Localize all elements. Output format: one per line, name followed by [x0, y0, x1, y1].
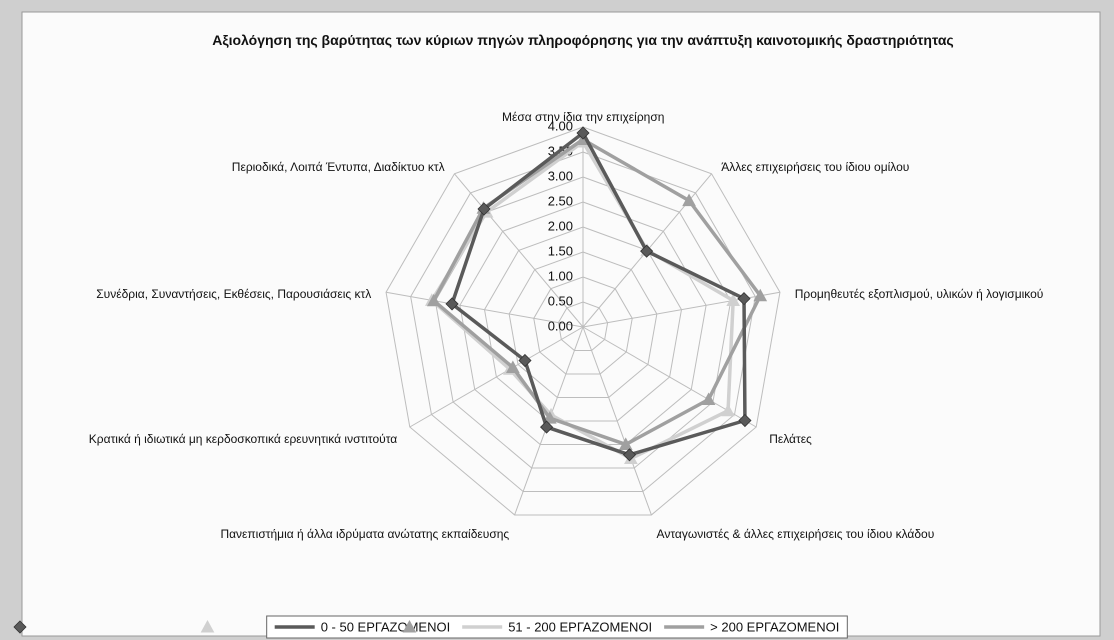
- marker: [542, 411, 557, 424]
- category-label: Κρατικά ή ιδιωτικά μη κερδοσκοπικά ερευν…: [88, 432, 398, 446]
- marker: [402, 619, 417, 633]
- y-tick-label: 1.00: [548, 268, 573, 283]
- grid-line: [557, 301, 609, 351]
- marker: [682, 193, 696, 207]
- marker: [701, 392, 716, 405]
- marker: [622, 448, 637, 462]
- series-line: [431, 137, 763, 447]
- category-label: Πελάτες: [769, 432, 812, 446]
- y-tick-label: 3.00: [548, 168, 573, 183]
- y-tick-label: 0.00: [548, 318, 573, 333]
- category-label: Άλλες επιχειρήσεις του ίδιου ομίλου: [721, 159, 910, 174]
- grid-line: [385, 126, 781, 516]
- grid-line: [508, 251, 658, 398]
- category-label: Πανεπιστήμια ή άλλα ιδρύματα ανώτατης εκ…: [220, 526, 510, 541]
- marker: [506, 360, 520, 373]
- category-label: Προμηθευτές εξοπλισμού, υλικών ή λογισμι…: [794, 287, 1044, 302]
- y-tick-label: 2.00: [548, 218, 573, 233]
- spoke: [409, 326, 584, 428]
- marker: [200, 619, 215, 633]
- marker: [753, 288, 768, 302]
- marker: [576, 126, 590, 140]
- marker: [13, 620, 27, 634]
- chart-area: [21, 11, 1101, 637]
- series-line: [449, 130, 747, 457]
- grid-line: [533, 276, 633, 375]
- marker: [640, 244, 654, 258]
- category-label: Συνέδρια, Συναντήσεις, Εκθέσεις, Παρουσι…: [96, 287, 372, 302]
- category-label: Περιοδικά, Λοιπά Έντυπα, Διαδίκτυο κτλ: [231, 159, 445, 174]
- chart-title: Αξιολόγηση της βαρύτητας των κύριων πηγώ…: [212, 32, 954, 48]
- marker: [518, 353, 532, 368]
- marker: [445, 297, 459, 311]
- spoke: [582, 326, 652, 516]
- y-tick-label: 4.00: [548, 118, 573, 133]
- y-tick-label: 0.50: [548, 293, 573, 308]
- category-label: Ανταγωνιστές & άλλες επιχειρήσεις του ίδ…: [656, 526, 935, 541]
- legend-label: 0 - 50 ΕΡΓΑΖΟΜΕΝΟΙ: [321, 619, 451, 634]
- grid-line: [483, 226, 683, 422]
- marker: [426, 293, 441, 307]
- marker: [738, 413, 752, 428]
- y-tick-label: 1.50: [548, 243, 573, 258]
- spoke: [454, 173, 584, 328]
- category-label: Μέσα στην ίδια την επιχείρηση: [502, 109, 665, 124]
- grid-line: [410, 151, 756, 492]
- y-tick-label: 2.50: [548, 193, 573, 208]
- spoke: [385, 291, 584, 328]
- marker: [540, 420, 554, 434]
- legend: 0 - 50 ΕΡΓΑΖΟΜΕΝΟΙ 51 - 200 ΕΡΓΑΖΟΜΕΝΟΙ > …: [266, 615, 848, 639]
- legend-label: > 200 ΕΡΓΑΖΟΜΕΝΟΙ: [710, 619, 839, 634]
- legend-label: 51 - 200 ΕΡΓΑΖΟΜΕΝΟΙ: [508, 619, 652, 634]
- marker: [477, 202, 491, 216]
- marker: [737, 292, 751, 306]
- marker: [726, 293, 741, 307]
- marker: [721, 403, 735, 417]
- marker: [618, 437, 633, 450]
